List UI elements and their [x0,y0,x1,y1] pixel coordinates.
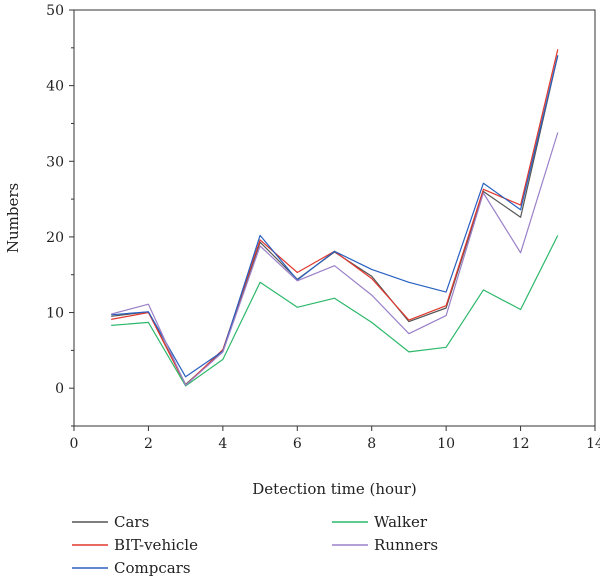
y-tick-label: 0 [55,381,64,397]
legend-item-compcars: Compcars [72,559,191,577]
x-tick-label: 14 [586,436,600,452]
y-tick-label: 20 [46,230,64,246]
legend-label: Cars [114,513,149,531]
series-lines [111,49,559,387]
axes: 0 2 4 6 8 10 12 14 0 10 20 30 40 50 [46,3,600,452]
x-tick-label: 10 [437,436,455,452]
series-line-cars [111,55,559,385]
legend: Cars BIT-vehicle Compcars Walker Runners [72,513,438,577]
legend-item-cars: Cars [72,513,149,531]
y-tick-label: 10 [46,306,64,322]
x-axis-title: Detection time (hour) [252,480,416,498]
series-line-walker [111,235,559,387]
legend-item-walker: Walker [332,513,428,531]
series-line-bit-vehicle [111,49,559,386]
legend-label: Compcars [114,559,191,577]
x-tick-label: 0 [70,436,79,452]
x-tick-label: 6 [293,436,302,452]
plot-frame [73,9,596,427]
legend-item-runners: Runners [332,536,438,554]
legend-label: Walker [374,513,428,531]
legend-label: BIT-vehicle [114,536,198,554]
series-line-runners [111,132,559,386]
y-tick-label: 50 [46,3,64,19]
y-axis-title: Numbers [4,183,22,253]
y-tick-label: 30 [46,154,64,170]
x-tick-label: 12 [512,436,530,452]
x-tick-label: 4 [218,436,227,452]
x-tick-label: 2 [144,436,153,452]
x-tick-label: 8 [367,436,376,452]
legend-item-bit-vehicle: BIT-vehicle [72,536,198,554]
legend-label: Runners [374,536,438,554]
series-line-compcars [111,55,559,378]
y-tick-label: 40 [46,79,64,95]
